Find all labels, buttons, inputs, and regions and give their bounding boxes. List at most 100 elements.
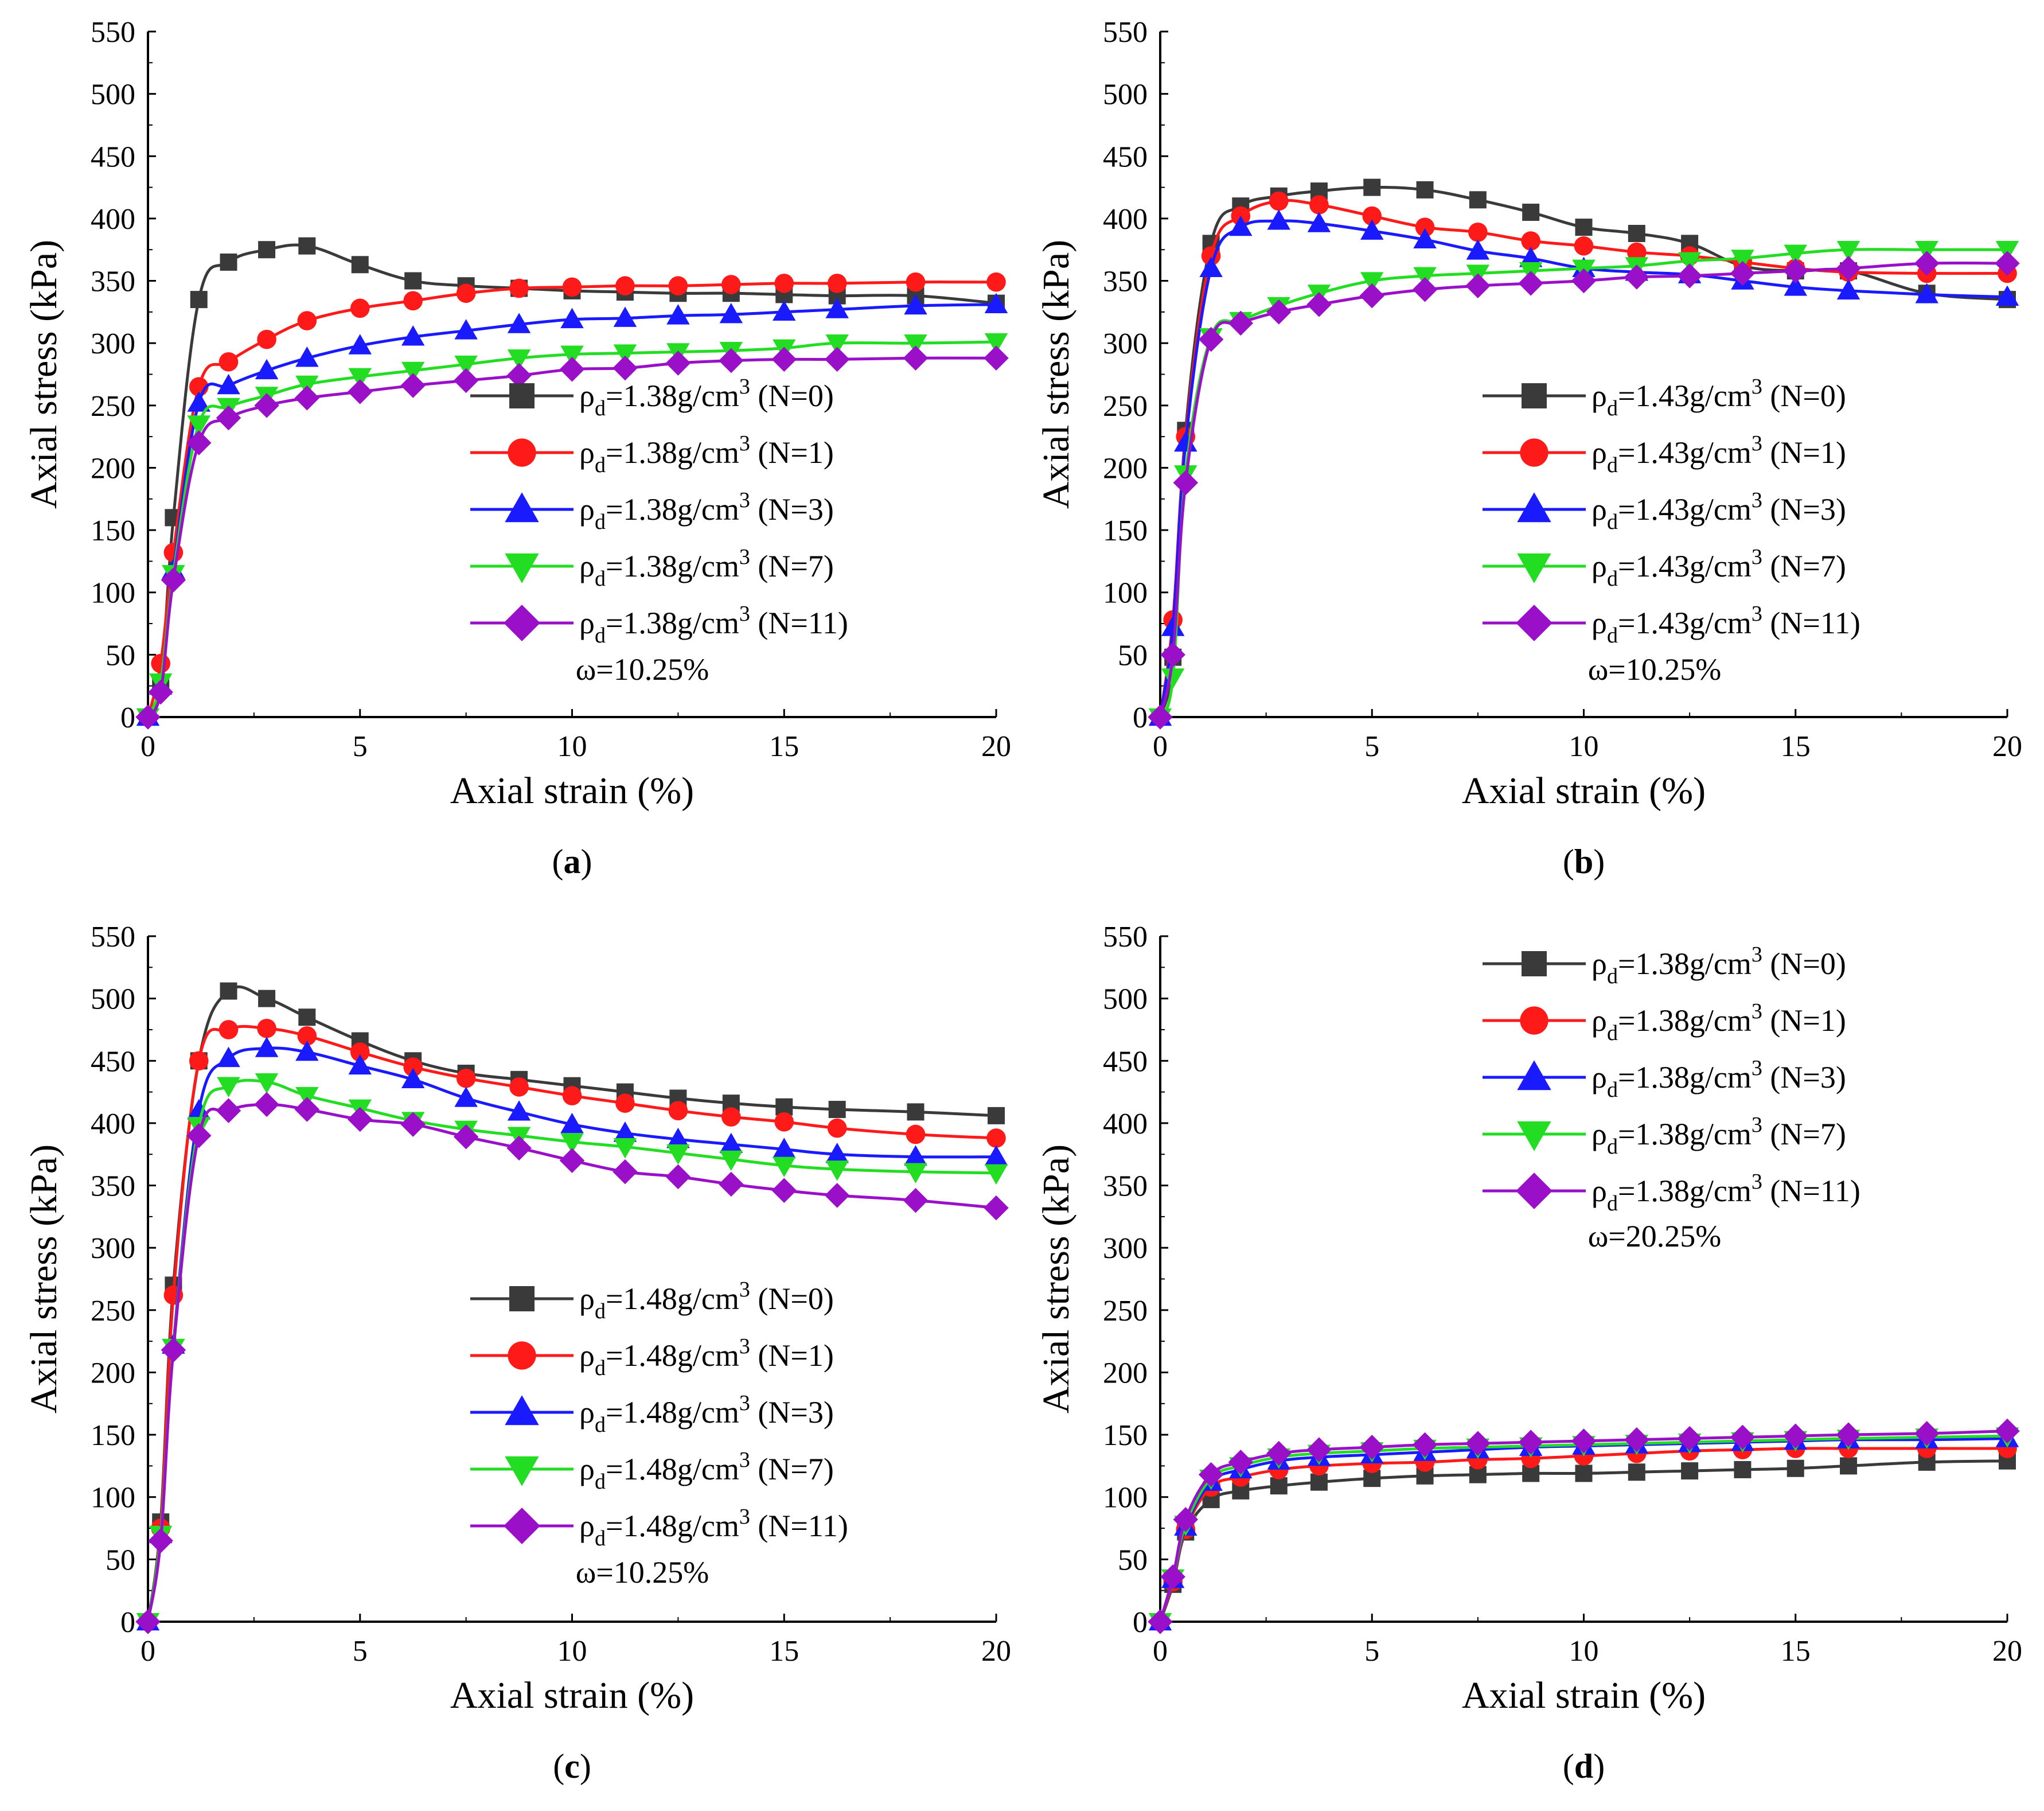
data-point <box>904 334 927 355</box>
y-tick-label: 400 <box>1103 1108 1148 1140</box>
legend-label: ρd=1.43g/cm3 (N=1) <box>1591 431 1846 477</box>
data-point <box>613 355 638 381</box>
y-tick-label: 100 <box>91 1482 135 1514</box>
legend-label: ρd=1.43g/cm3 (N=11) <box>1591 602 1860 648</box>
x-tick-label: 20 <box>1992 730 2022 763</box>
panel-label-open: ( <box>1563 1747 1574 1785</box>
data-point <box>1783 1423 1808 1449</box>
data-point <box>986 272 1006 292</box>
data-point <box>1628 224 1645 242</box>
data-point <box>666 1144 690 1165</box>
data-point <box>560 345 584 366</box>
data-point <box>719 1150 743 1171</box>
data-point <box>1575 1465 1593 1482</box>
legend-marker <box>1517 553 1551 583</box>
data-point <box>560 1112 584 1134</box>
panel-label-open: ( <box>1563 843 1574 881</box>
legend-superscript: 3 <box>739 488 750 512</box>
data-point <box>615 1093 635 1113</box>
legend-subscript: d <box>1607 1135 1618 1159</box>
data-point <box>903 1187 929 1213</box>
data-point <box>1160 642 1185 668</box>
data-point <box>401 361 425 383</box>
data-point <box>1198 326 1224 352</box>
data-point <box>824 1183 850 1208</box>
data-point <box>1359 283 1384 309</box>
data-point <box>454 1086 478 1107</box>
data-point <box>827 1118 847 1138</box>
legend-symbol: ρ <box>1591 1003 1607 1038</box>
legend-tail: (N=3) <box>750 492 834 527</box>
legend-symbol: ρ <box>579 379 595 413</box>
series-0 <box>1152 1452 2016 1630</box>
data-point <box>351 256 369 274</box>
data-point <box>559 1148 585 1173</box>
data-point <box>258 990 276 1007</box>
data-point <box>298 237 316 255</box>
legend-subscript: d <box>595 510 606 534</box>
data-point <box>456 283 476 303</box>
legend-value: =1.43g/cm <box>1618 379 1752 413</box>
legend-symbol: ρ <box>579 492 595 527</box>
data-point <box>984 1145 1008 1166</box>
data-point <box>1307 212 1331 232</box>
data-point <box>1360 272 1384 293</box>
data-point <box>1465 1431 1491 1456</box>
data-point <box>1784 275 1807 296</box>
series-4 <box>1148 251 2020 730</box>
legend-superscript: 3 <box>1752 488 1762 512</box>
legend-label: ρd=1.38g/cm3 (N=7) <box>1591 1113 1846 1159</box>
legend-subscript: d <box>1607 964 1618 988</box>
data-point <box>453 1124 479 1150</box>
y-tick-label: 350 <box>1103 266 1148 298</box>
x-tick-label: 15 <box>769 730 799 763</box>
data-point <box>719 348 744 373</box>
y-tick-label: 50 <box>106 639 135 672</box>
series-line <box>146 1103 997 1622</box>
data-point <box>348 379 373 404</box>
legend-subscript: d <box>1607 510 1618 534</box>
data-point <box>1363 178 1381 196</box>
data-point <box>668 1101 688 1120</box>
legend-value: =1.48g/cm <box>606 1282 739 1316</box>
y-tick-label: 450 <box>1103 141 1148 173</box>
data-point <box>1914 251 1940 276</box>
legend-label: ρd=1.38g/cm3 (N=0) <box>1591 943 1846 988</box>
data-point <box>1266 299 1292 325</box>
data-point <box>295 1040 319 1061</box>
y-tick-label: 250 <box>91 1295 135 1327</box>
series-line <box>146 340 997 718</box>
y-tick-label: 50 <box>1118 639 1148 672</box>
legend-superscript: 3 <box>1752 602 1762 626</box>
legend-label: ρd=1.38g/cm3 (N=3) <box>1591 1056 1846 1102</box>
y-tick-label: 300 <box>91 328 135 360</box>
data-point <box>1468 223 1488 242</box>
y-tick-label: 250 <box>91 390 135 423</box>
y-tick-label: 0 <box>120 702 135 734</box>
legend-superscript: 3 <box>1752 375 1762 399</box>
data-point <box>1786 1459 1804 1477</box>
panel-label: (d) <box>1563 1747 1605 1785</box>
y-tick-label: 350 <box>1103 1170 1148 1203</box>
legend-superscript: 3 <box>739 431 750 455</box>
data-point <box>1518 1430 1543 1455</box>
y-tick-label: 500 <box>91 79 135 111</box>
data-point <box>350 298 370 318</box>
data-point <box>507 1100 531 1121</box>
panel-label-close: ) <box>1593 1747 1605 1785</box>
moisture-note: ω=10.25% <box>1588 652 1721 687</box>
data-point <box>984 345 1009 371</box>
data-point <box>613 1138 637 1159</box>
y-axis-title: Axial stress (kPa) <box>1035 1144 1077 1413</box>
data-point <box>348 1107 373 1132</box>
y-tick-label: 200 <box>91 452 135 485</box>
data-point <box>255 1073 279 1094</box>
data-point <box>400 373 426 398</box>
x-tick-label: 5 <box>353 1635 368 1668</box>
data-point <box>773 1156 796 1178</box>
legend-label: ρd=1.38g/cm3 (N=1) <box>1591 999 1846 1045</box>
data-point <box>903 345 929 371</box>
data-point <box>1228 310 1254 336</box>
data-point <box>1995 1418 2020 1444</box>
legend-tail: (N=0) <box>1762 379 1846 413</box>
